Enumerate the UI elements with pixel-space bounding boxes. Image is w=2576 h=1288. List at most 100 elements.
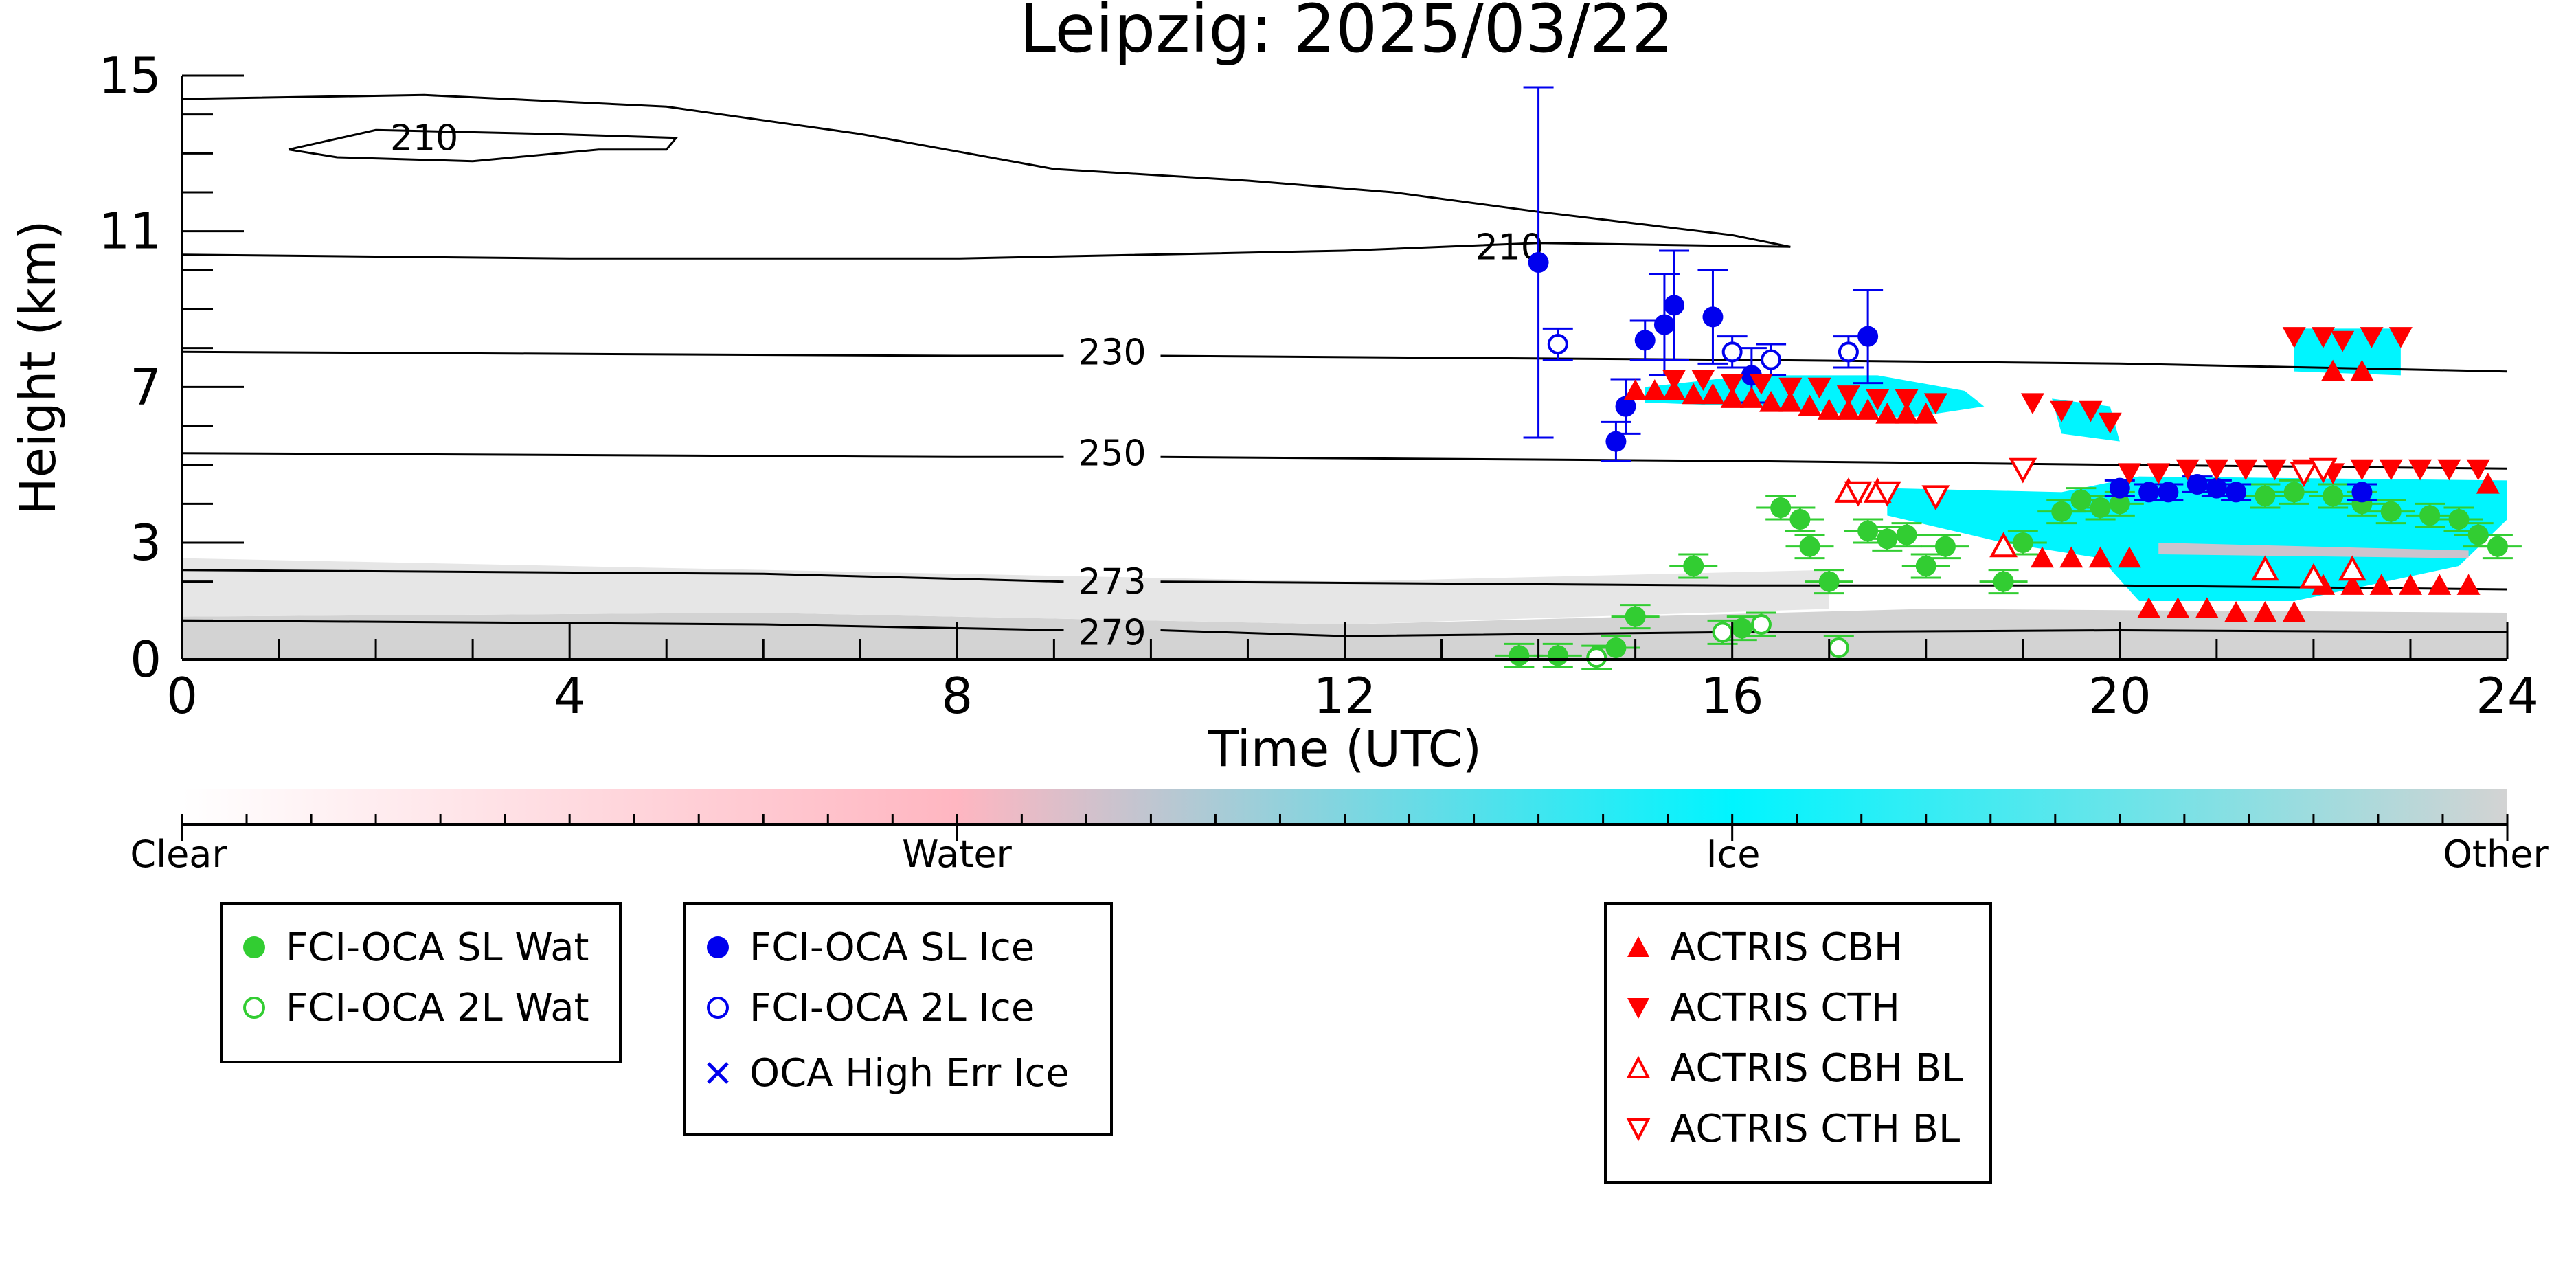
legend-entry-fci-oca-2l-wat: FCI-OCA 2L Wat bbox=[236, 980, 589, 1035]
actris-cth-point bbox=[2098, 412, 2122, 434]
contour-label-279: 279 bbox=[1078, 612, 1146, 653]
fci-oca-sl-wat-point bbox=[1857, 521, 1879, 541]
fci-oca-sl-ice-point bbox=[2187, 474, 2208, 495]
actris-cth-point bbox=[1866, 389, 1890, 411]
fci-oca-sl-wat-point bbox=[2070, 489, 2092, 510]
fci-oca-sl-wat-point bbox=[2323, 486, 2344, 506]
actris-cth-bl-point bbox=[2309, 457, 2338, 484]
contour-label-210: 210 bbox=[390, 118, 458, 159]
legend-entry-actris-cbh-bl: ACTRIS CBH BL bbox=[1620, 1041, 1963, 1096]
filled-circle-icon bbox=[243, 936, 265, 958]
actris-cbh-point bbox=[1759, 391, 1783, 412]
actris-cth-bl-point bbox=[1921, 485, 1950, 511]
actris-cbh-point bbox=[2428, 574, 2452, 595]
actris-cth-point bbox=[2379, 459, 2403, 481]
legend-entry-actris-cbh: ACTRIS CBH bbox=[1620, 920, 1903, 975]
colorbar-ticks bbox=[181, 814, 2509, 841]
fci-oca-sl-wat-point bbox=[1993, 571, 2014, 592]
legend-label: OCA High Err Ice bbox=[749, 1050, 1070, 1096]
actris-cth-point bbox=[2176, 459, 2200, 481]
x-tick-label: 20 bbox=[2088, 667, 2151, 725]
fci-oca-2l-wat-point bbox=[1712, 622, 1733, 643]
legend-entry-fci-oca-sl-ice: FCI-OCA SL Ice bbox=[700, 920, 1035, 975]
actris-cth-point bbox=[2234, 459, 2258, 481]
axes: 0 4 8 12 16 20 24 0 3 7 11 15 bbox=[98, 47, 2538, 725]
fci-oca-sl-ice-point bbox=[1634, 330, 1656, 351]
fci-oca-sl-wat-point bbox=[1509, 645, 1530, 666]
fci-oca-sl-wat-point bbox=[1934, 536, 1956, 557]
actris-cth-point bbox=[2408, 459, 2432, 481]
actris-cth-point bbox=[1895, 389, 1919, 411]
fci-oca-sl-ice-point bbox=[2226, 482, 2247, 503]
open-circle-icon bbox=[707, 997, 729, 1019]
contour-210-upper bbox=[181, 93, 1791, 248]
fci-oca-sl-wat-point bbox=[1877, 528, 1898, 550]
actris-cth-point bbox=[2147, 463, 2171, 484]
fci-oca-sl-wat-point bbox=[1683, 556, 1704, 576]
fci-oca-sl-ice-point bbox=[1653, 314, 1675, 335]
actris-cbh-point bbox=[1875, 403, 1899, 424]
legend-label: ACTRIS CTH BL bbox=[1670, 1106, 1961, 1151]
actris-cth-point bbox=[2360, 327, 2384, 348]
x-tick-label: 4 bbox=[554, 667, 585, 725]
contour-230-b bbox=[1160, 354, 2508, 373]
actris-cth-point bbox=[2079, 400, 2103, 422]
actris-cth-point bbox=[2331, 330, 2355, 352]
fci-oca-sl-wat-point bbox=[1605, 637, 1627, 658]
actris-cth-bl-point bbox=[1873, 481, 1901, 507]
actris-cbh-point bbox=[1856, 398, 1880, 420]
actris-cbh-point bbox=[2195, 597, 2219, 618]
actris-cbh-point bbox=[1895, 403, 1919, 424]
contour-label-250: 250 bbox=[1078, 433, 1146, 475]
contour-210-pocket bbox=[288, 128, 679, 163]
actris-cbh-point bbox=[2137, 597, 2161, 618]
contour-250-a bbox=[181, 452, 1064, 458]
colorbar-label-clear: Clear bbox=[130, 833, 227, 876]
actris-cth-point bbox=[1662, 370, 1686, 391]
fci-oca-sl-wat-point bbox=[2012, 532, 2033, 553]
legend-water: FCI-OCA SL Wat FCI-OCA 2L Wat bbox=[220, 902, 622, 1063]
other-region-sparse bbox=[182, 558, 1829, 624]
fci-oca-sl-wat-point bbox=[2051, 501, 2072, 522]
fci-oca-sl-wat-point bbox=[1896, 524, 1917, 545]
series-layer bbox=[1495, 86, 2522, 670]
colorbar-label-ice: Ice bbox=[1706, 833, 1761, 876]
actris-cth-point bbox=[2466, 459, 2490, 481]
actris-cbh-point bbox=[2166, 597, 2190, 618]
actris-cbh-point bbox=[2350, 359, 2374, 381]
fci-oca-2l-ice-point bbox=[1838, 341, 1859, 363]
actris-cbh-bl-point bbox=[2299, 563, 2328, 589]
actris-cth-point bbox=[2388, 327, 2413, 348]
legend-label: FCI-OCA SL Ice bbox=[749, 925, 1035, 970]
fci-oca-2l-ice-point bbox=[1721, 341, 1743, 363]
x-tick-label: 12 bbox=[1313, 667, 1377, 725]
fci-oca-sl-ice-point bbox=[1605, 431, 1627, 452]
legend-entry-actris-cth: ACTRIS CTH bbox=[1620, 980, 1900, 1035]
actris-cth-bl-point bbox=[1844, 481, 1873, 507]
legend-label: ACTRIS CTH bbox=[1670, 985, 1900, 1030]
actris-cth-point bbox=[1691, 370, 1715, 391]
y-tick-label: 3 bbox=[130, 514, 161, 572]
x-axis-label: Time (UTC) bbox=[1208, 720, 1482, 778]
actris-cth-point bbox=[2204, 459, 2228, 481]
actris-cbh-point bbox=[2340, 574, 2364, 595]
actris-cbh-bl-point bbox=[2250, 555, 2279, 581]
contour-230-a bbox=[181, 350, 1064, 357]
actris-cbh-point bbox=[2476, 473, 2500, 494]
x-tick-label: 24 bbox=[2476, 667, 2539, 725]
actris-cbh-bl-point bbox=[2338, 555, 2366, 581]
fci-oca-sl-ice-point bbox=[1528, 252, 1549, 273]
x-tick-label: 8 bbox=[941, 667, 973, 725]
fci-oca-2l-wat-point bbox=[1750, 614, 1772, 635]
colorbar-label-other: Other bbox=[2443, 833, 2549, 876]
fci-oca-sl-wat-point bbox=[1789, 509, 1811, 530]
legend-ice: FCI-OCA SL Ice FCI-OCA 2L Ice OCA High E… bbox=[683, 902, 1113, 1136]
actris-cth-point bbox=[2437, 459, 2461, 481]
fci-oca-sl-wat-point bbox=[2467, 524, 2489, 545]
actris-cbh-point bbox=[1836, 398, 1860, 420]
actris-cbh-point bbox=[1798, 394, 1822, 416]
actris-cbh-point bbox=[1720, 387, 1744, 408]
ice-region-2 bbox=[2052, 398, 2120, 442]
actris-cbh-bl-point bbox=[1989, 532, 2018, 558]
